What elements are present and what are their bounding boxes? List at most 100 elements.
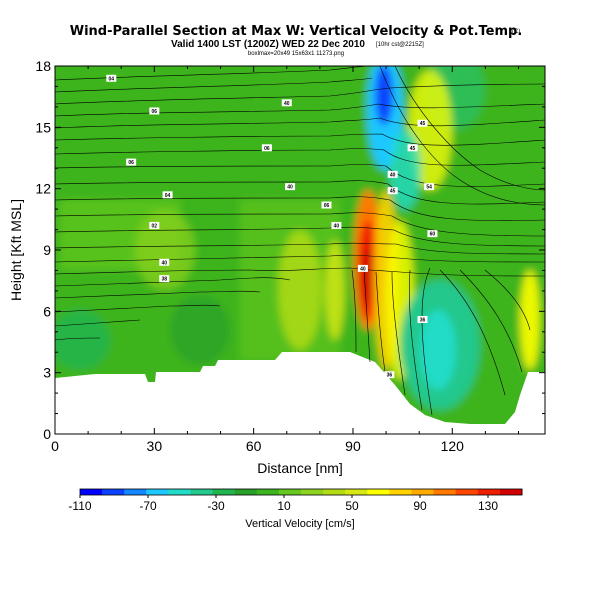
y-tick-label: 18	[35, 58, 51, 74]
contour-label-box	[149, 107, 160, 115]
contour-label-box	[387, 170, 398, 178]
chart-title-mark: (C)	[512, 29, 520, 35]
colorbar-frame	[79, 488, 523, 496]
velocity-fill	[55, 66, 545, 434]
contour-label: 04	[109, 76, 115, 82]
contour-label: 06	[128, 160, 134, 166]
contour-label-box	[281, 99, 292, 107]
contour-label: 02	[152, 223, 158, 229]
x-tick-label: 0	[51, 438, 59, 454]
contour-label: 36	[420, 318, 426, 324]
contour-label: 06	[152, 109, 158, 115]
y-axis-label: Height [Kft MSL]	[8, 199, 24, 301]
x-axis-label: Distance [nm]	[257, 460, 343, 476]
x-tick-label: 120	[441, 438, 465, 454]
contour-label-box	[285, 183, 296, 191]
contour-labels: 04 06 06 04 02 40 38 40 06 40 06 40 40 45 45 40 45 54 60 36…	[106, 74, 438, 379]
contour-label-box	[106, 74, 117, 82]
contour-label: 40	[334, 223, 340, 229]
colorbar-tick-label: -110	[68, 499, 91, 513]
chart-subtitle: Valid 1400 LST (1200Z) WED 22 Dec 2010	[171, 39, 365, 50]
colorbar-segment	[124, 489, 147, 495]
y-tick-label: 6	[43, 303, 51, 319]
contour-label-box	[321, 201, 332, 209]
contour-label-box	[162, 191, 173, 199]
x-tick-label: 60	[246, 438, 262, 454]
colorbar-segment	[433, 489, 457, 495]
colorbar-tick-label: 130	[478, 499, 498, 513]
colorbar-segment	[256, 489, 280, 495]
contour-label: 40	[360, 266, 366, 272]
contour-label: 40	[284, 101, 290, 107]
contour-label-box	[126, 158, 137, 166]
contour-label-box	[417, 316, 428, 324]
chart-title: Wind-Parallel Section at Max W: Vertical…	[70, 24, 523, 39]
contour-label: 54	[426, 185, 432, 191]
contour-label-box	[331, 221, 342, 229]
contour-label-box	[159, 275, 170, 283]
plot-area: 04 06 06 04 02 40 38 40 06 40 06 40 40 45 45 40 45 54 60 36…	[55, 66, 545, 434]
terrain-mask	[55, 352, 545, 434]
colorbar-tick-label: 50	[345, 499, 359, 513]
contour-label: 04	[165, 193, 171, 199]
colorbar	[79, 488, 523, 496]
y-tick-label: 12	[35, 181, 51, 197]
x-tick-label: 90	[345, 438, 361, 454]
colorbar-segment	[190, 489, 214, 495]
colorbar-segment	[102, 489, 125, 495]
colorbar-tick-label: -30	[207, 499, 225, 513]
contour-label-box	[357, 264, 368, 272]
contour-lines	[55, 66, 545, 416]
colorbar-segment	[234, 489, 258, 495]
colorbar-segment	[80, 489, 103, 495]
colorbar-tick-label: -70	[139, 499, 157, 513]
chart-source-line: boxlmax=20x49 15x63x1 11273.png	[248, 51, 344, 57]
contour-label: 06	[264, 146, 270, 152]
y-tick-label: 0	[43, 426, 51, 442]
contour-label: 45	[420, 121, 426, 127]
contour-label-box	[387, 187, 398, 195]
colorbar-segment	[323, 489, 346, 495]
contour-label: 06	[324, 203, 330, 209]
colorbar-tick-label: 10	[277, 499, 291, 513]
contour-label: 40	[390, 172, 396, 178]
colorbar-ticks: -110 -70 -30 10 50 90 130	[68, 495, 498, 513]
colorbar-segment	[168, 489, 191, 495]
y-tick-label: 3	[43, 365, 51, 381]
colorbar-tick-label: 90	[413, 499, 427, 513]
contour-label: 60	[430, 232, 436, 238]
y-tick-label: 9	[43, 242, 51, 258]
colorbar-segment	[212, 489, 236, 495]
contour-label: 36	[387, 373, 393, 379]
colorbar-segment	[411, 489, 435, 495]
colorbar-segment	[455, 489, 479, 495]
contour-label-box	[384, 371, 395, 379]
contour-label-box	[149, 221, 160, 229]
contour-label-box	[417, 119, 428, 127]
contour-label: 45	[410, 146, 416, 152]
contour-label-box	[427, 230, 438, 238]
contour-label-box	[407, 144, 418, 152]
contour-label: 45	[390, 189, 396, 195]
x-axis: 0 30 60 90 120	[51, 66, 520, 454]
contour-label: 40	[287, 185, 293, 191]
colorbar-segment	[389, 489, 412, 495]
y-tick-label: 15	[35, 119, 51, 135]
contour-label-box	[261, 144, 272, 152]
colorbar-segment	[278, 489, 302, 495]
contour-label: 38	[161, 277, 167, 283]
colorbar-segment	[499, 489, 523, 495]
x-tick-label: 30	[147, 438, 163, 454]
colorbar-segment	[301, 489, 324, 495]
colorbar-segment	[367, 489, 390, 495]
colorbar-segment	[146, 489, 169, 495]
contour-label-box	[159, 258, 170, 266]
colorbar-segment	[477, 489, 501, 495]
colorbar-label: Vertical Velocity [cm/s]	[245, 518, 354, 530]
contour-label: 40	[161, 260, 167, 266]
chart-subtitle-small: [10hr cst@2215Z]	[376, 42, 424, 48]
colorbar-segment	[345, 489, 368, 495]
contour-label-box	[424, 183, 435, 191]
